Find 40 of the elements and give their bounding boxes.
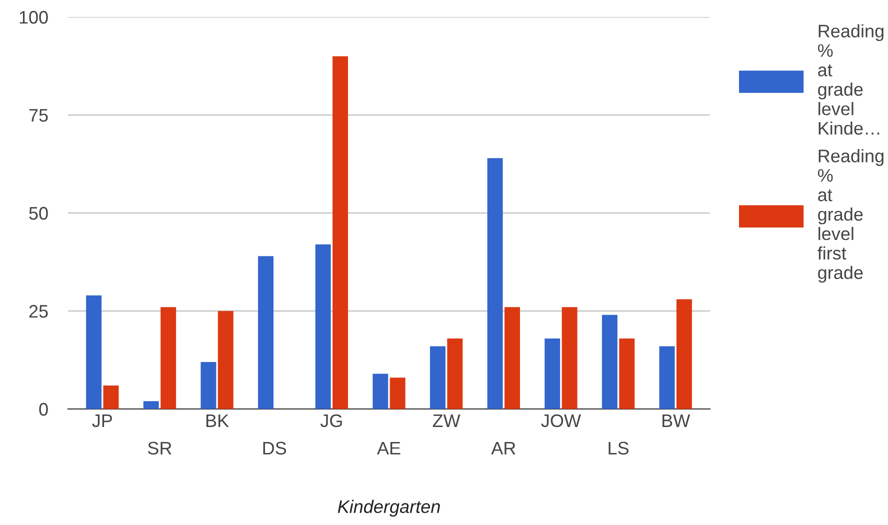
y-tick-label: 100: [20, 10, 48, 24]
bar: [659, 346, 675, 409]
bar: [602, 314, 618, 409]
bar: [504, 307, 520, 409]
x-tick-label: AE: [376, 442, 400, 454]
x-tick-label: SR: [148, 442, 172, 455]
bar: [315, 244, 331, 409]
y-tick-label: 25: [29, 304, 48, 318]
x-tick-label: LS: [608, 442, 628, 455]
y-tick-label: 0: [39, 402, 48, 416]
x-tick-label: JG: [320, 414, 342, 428]
bar: [372, 374, 388, 409]
x-tick-label: ZW: [432, 414, 460, 427]
legend-label: Reading % at grade level Kinde…: [818, 24, 884, 135]
bar: [430, 346, 446, 409]
bar: [143, 401, 159, 409]
bar: [86, 295, 102, 409]
x-axis-title: Kindergarten: [338, 500, 440, 517]
x-tick-label: DS: [263, 442, 286, 455]
bar: [390, 378, 406, 409]
bar: [332, 56, 348, 409]
bar: [447, 338, 463, 409]
bar: [258, 256, 274, 409]
bar: [103, 385, 119, 409]
bar: [160, 307, 176, 409]
legend-label: Reading % at grade level first grade: [818, 149, 884, 283]
y-tick-label: 50: [29, 206, 48, 220]
bar: [562, 307, 578, 409]
x-tick-label: BW: [662, 414, 690, 427]
bar: [218, 311, 234, 409]
x-tick-label: BK: [206, 414, 229, 427]
y-tick-label: 75: [29, 109, 48, 122]
x-tick-label: JP: [92, 414, 112, 428]
bar: [200, 362, 216, 409]
x-tick-label: AR: [491, 442, 516, 454]
x-tick-label: JOW: [541, 414, 581, 428]
bar: [487, 158, 503, 409]
bar: [544, 338, 560, 409]
bar: [619, 338, 635, 409]
bar: [676, 299, 692, 409]
